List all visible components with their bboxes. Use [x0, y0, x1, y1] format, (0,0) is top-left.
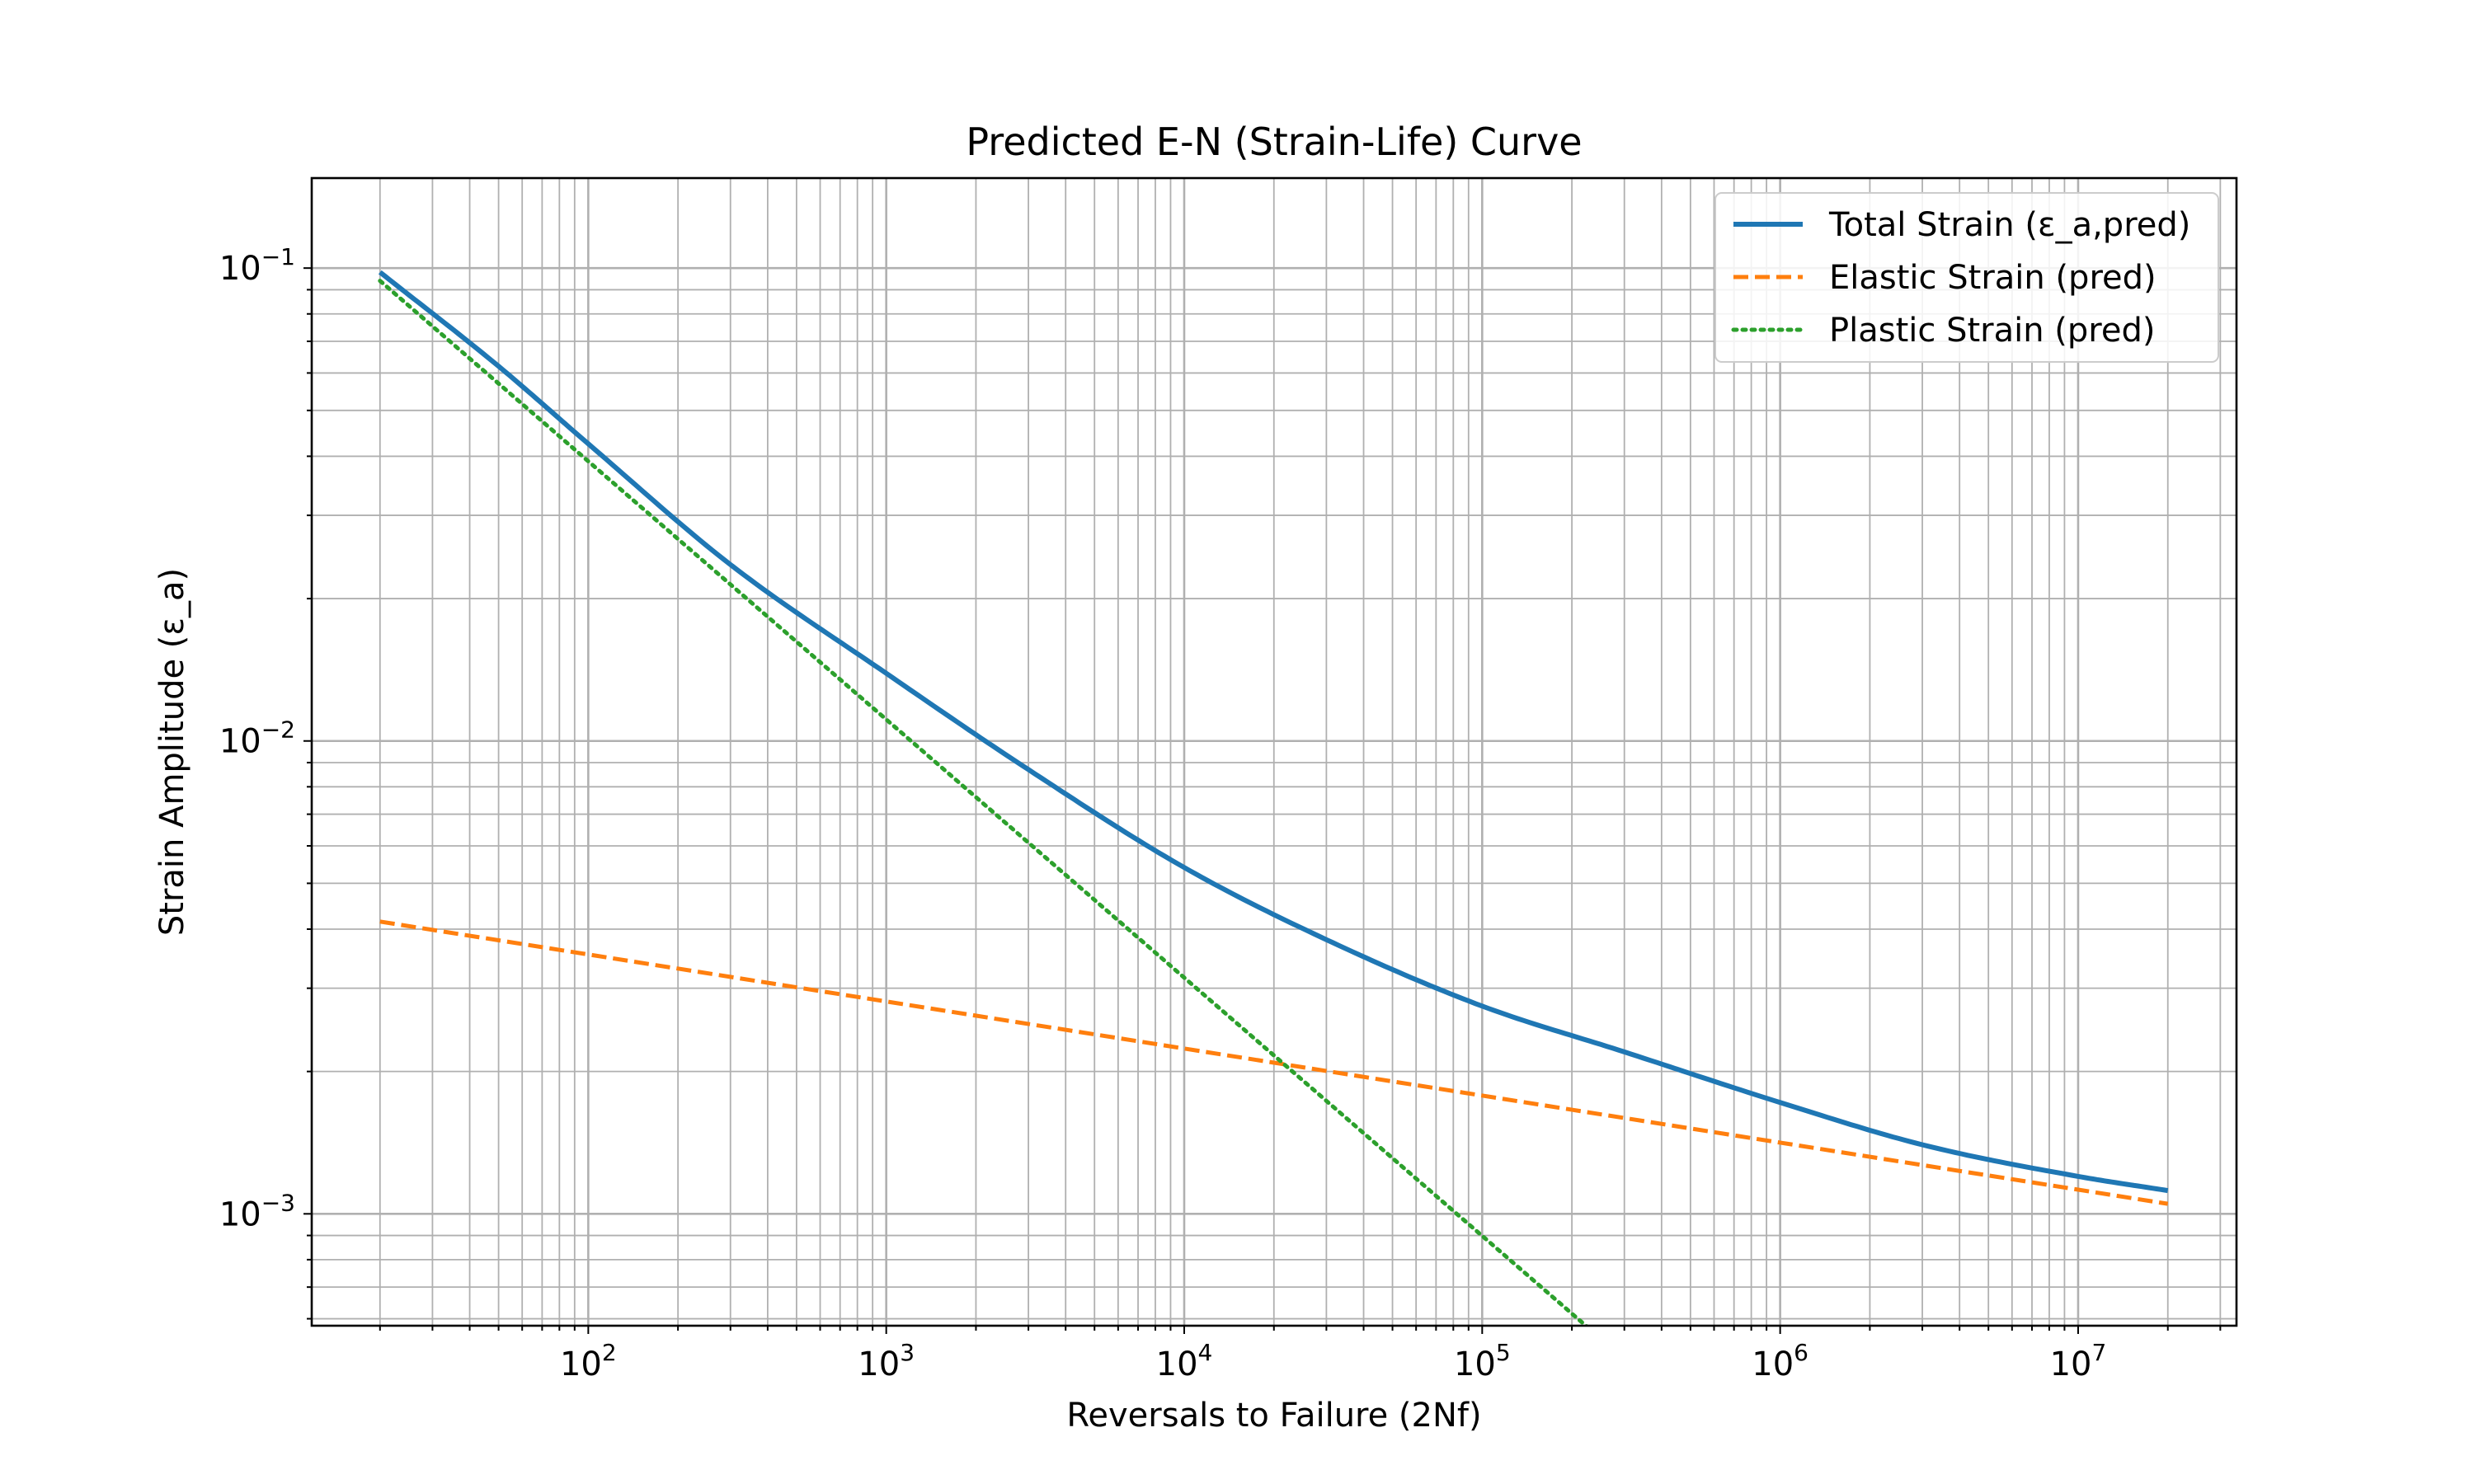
series-line-1 — [378, 270, 2169, 1194]
y-axis-label: Strain Amplitude (ε_a) — [153, 568, 191, 936]
y-tick-label: 10−3 — [219, 1189, 295, 1233]
x-tick-label: 103 — [858, 1339, 915, 1383]
y-tick-label: 10−1 — [219, 243, 295, 288]
legend-label-2: Elastic Strain (pred) — [1829, 259, 2157, 297]
chart-title: Predicted E-N (Strain-Life) Curve — [966, 120, 1582, 164]
y-tick-label: 10−2 — [219, 716, 295, 761]
x-tick-label: 104 — [1156, 1339, 1213, 1383]
x-tick-label: 102 — [560, 1339, 617, 1383]
series-layer — [378, 270, 2169, 1326]
ticks: 102 103 104 105 106 107 10−1 10−2 10−3 — [219, 243, 2222, 1383]
legend-label-3: Plastic Strain (pred) — [1829, 312, 2155, 350]
x-tick-label: 105 — [1454, 1339, 1511, 1383]
x-axis-label: Reversals to Failure (2Nf) — [1066, 1397, 1481, 1435]
x-tick-label: 106 — [1752, 1339, 1808, 1383]
legend: Total Strain (ε_a,pred) Elastic Strain (p… — [1714, 192, 2219, 363]
series-line-2 — [379, 919, 2169, 1206]
legend-label-1: Total Strain (ε_a,pred) — [1828, 206, 2190, 244]
x-tick-label: 107 — [2050, 1339, 2107, 1383]
legend-box — [1714, 192, 2219, 363]
grid — [312, 178, 2236, 1326]
series-line-3 — [378, 279, 1589, 1326]
